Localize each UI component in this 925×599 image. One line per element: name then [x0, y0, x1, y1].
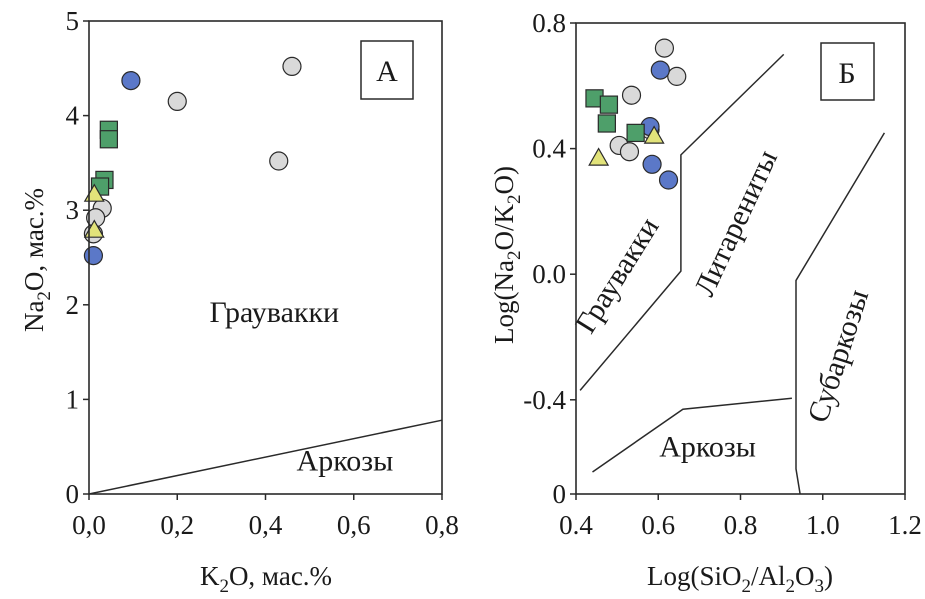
panel-a-y-tick-label: 0 — [66, 479, 80, 509]
panel-b-xlabel: Log(SiO2/Al2O3) — [647, 561, 833, 597]
panel-a-y-tick-label: 2 — [66, 290, 80, 320]
panel-b-data-point-circle — [658, 170, 679, 190]
panel-a-region-label: Граувакки — [210, 296, 340, 329]
panel-a-label-box — [360, 40, 414, 100]
panel-a-data-point-square — [99, 130, 119, 149]
panel-a-y-tick-label: 5 — [66, 6, 80, 36]
panel-a-data-point-circle — [167, 91, 187, 112]
panel-b-y-tick-label: 0.4 — [532, 134, 566, 164]
panel-a-data-point-circle — [121, 70, 141, 91]
panel-b-data-point-square — [599, 95, 619, 114]
panel-a-data-point-circle — [83, 246, 104, 266]
panel-b-plot-frame — [575, 22, 906, 495]
panel-a-y-tick-label: 4 — [66, 101, 80, 131]
panel-a-region-label: Аркозы — [297, 444, 394, 477]
panel-b-data-point-square — [626, 123, 645, 143]
panel-b-region-label: Субаркозы — [801, 286, 875, 427]
panel-b-data-point-circle — [642, 154, 662, 174]
panel-b-y-tick-label: 0 — [553, 479, 567, 509]
panel-b-data-point-circle — [650, 60, 670, 80]
panel-b-data-point-circle — [667, 66, 687, 86]
panel-b-label: Б — [838, 57, 855, 90]
panel-a-x-tick-label: 0,6 — [337, 510, 371, 540]
panel-b-ylabel: Log(Na2O/K2O) — [489, 166, 525, 344]
panel-a-plot-frame — [88, 20, 443, 495]
panel-b-arkose-upper-boundary — [592, 397, 792, 473]
panel-a-data-point-circle — [269, 151, 289, 171]
panel-a-data-point-circle — [282, 56, 302, 77]
panel-a-x-tick-label: 0,0 — [72, 510, 106, 540]
panel-b-x-tick-label: 1.2 — [888, 510, 922, 540]
panel-a-x-tick-label: 0,2 — [160, 510, 194, 540]
panel-b-data-point-circle — [619, 142, 640, 162]
panel-a-graywacke-arkose-boundary — [88, 419, 443, 495]
panel-b-region-label: Граувакки — [569, 212, 666, 339]
panel-b-y-tick-label: 0.0 — [532, 259, 566, 289]
panel-a-y-tick-label: 1 — [66, 384, 80, 414]
panel-b-data-point-square — [597, 114, 616, 133]
panel-a-label: А — [376, 55, 398, 88]
panel-a-ylabel: Na2O, мас.% — [19, 188, 55, 332]
panel-b-graywacke-litharenite-boundary — [579, 53, 785, 391]
panel-b-data-point-circle — [654, 38, 675, 58]
panel-b-label-box — [820, 42, 875, 101]
panel-a-x-tick-label: 0,4 — [249, 510, 283, 540]
panel-a-chart: Na2O, мас.% K2O, мас.% 0,0 0,2 0,4 0,6 0,8 0 1… — [19, 6, 459, 597]
panel-a-y-tick-label: 3 — [66, 195, 80, 225]
panel-b-y-tick-label: -0.4 — [523, 385, 566, 415]
panel-b-data-point-circle — [621, 85, 642, 105]
panel-a-xlabel: K2O, мас.% — [200, 561, 332, 597]
panel-b-chart: Log(Na2O/K2O) Log(SiO2/Al2O3) 0.4 0.6 0.8 1… — [489, 8, 922, 597]
panel-a-x-tick-label: 0,8 — [425, 510, 459, 540]
panel-b-data-point-triangle — [643, 125, 665, 144]
panel-b-region-label: Литарениты — [688, 145, 784, 301]
panel-b-x-tick-label: 0.6 — [641, 510, 675, 540]
panel-b-subarkose-boundary — [795, 132, 886, 495]
panel-b-y-tick-label: 0.8 — [532, 8, 566, 38]
panel-b-data-point-triangle — [588, 147, 610, 166]
panel-b-x-tick-label: 1.0 — [806, 510, 840, 540]
panel-b-x-tick-label: 0.8 — [724, 510, 758, 540]
panel-b-region-label: Аркозы — [659, 430, 756, 463]
panel-b-x-tick-label: 0.4 — [559, 510, 593, 540]
